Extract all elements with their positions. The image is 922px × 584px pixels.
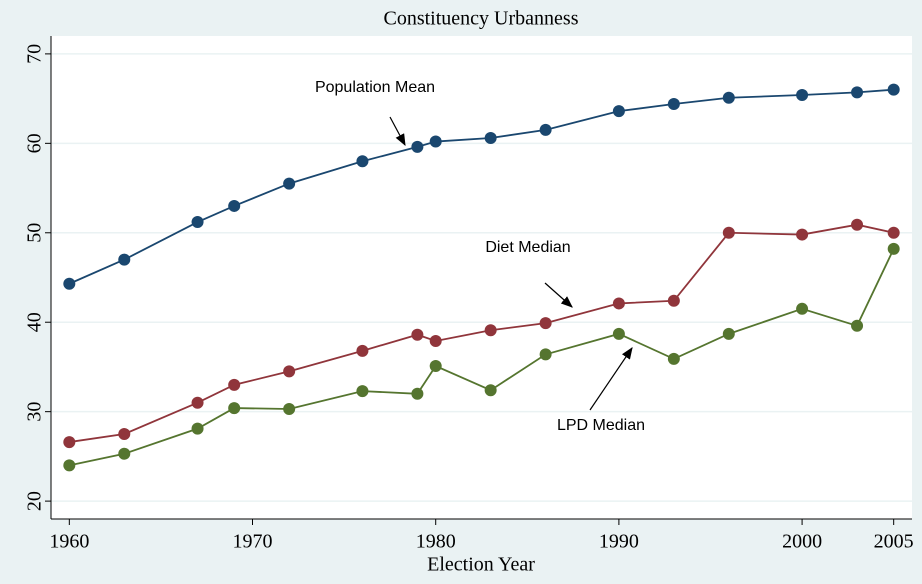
plot-area: [51, 36, 912, 519]
data-point: [63, 459, 76, 472]
data-point: [851, 218, 864, 231]
chart-title: Constituency Urbanness: [384, 8, 579, 30]
data-point: [63, 436, 76, 449]
data-point: [612, 327, 625, 340]
data-point: [722, 327, 735, 340]
data-point: [887, 226, 900, 239]
data-point: [796, 302, 809, 315]
data-point: [539, 123, 552, 136]
data-point: [484, 384, 497, 397]
data-point: [283, 365, 296, 378]
annotation: Diet Median: [485, 239, 570, 256]
annotation-arrow: [389, 116, 406, 147]
data-point: [484, 131, 497, 144]
data-point: [191, 216, 204, 229]
annotation-arrow: [589, 347, 633, 411]
data-point: [851, 86, 864, 99]
data-point: [356, 344, 369, 357]
data-point: [612, 297, 625, 310]
x-axis-label: Election Year: [427, 554, 535, 576]
y-tick-label: 20: [24, 491, 46, 511]
y-tick-label: 60: [24, 133, 46, 153]
data-point: [191, 396, 204, 409]
data-point: [667, 294, 680, 307]
data-point: [484, 324, 497, 337]
x-tick-label: 1960: [49, 531, 89, 553]
data-point: [722, 91, 735, 104]
data-point: [411, 387, 424, 400]
data-point: [191, 422, 204, 435]
data-point: [63, 277, 76, 290]
x-tick-label: 1980: [416, 531, 456, 553]
data-point: [722, 226, 735, 239]
annotation: LPD Median: [557, 417, 645, 434]
data-point: [429, 135, 442, 148]
series-line: [69, 248, 895, 467]
x-tick-label: 1970: [233, 531, 273, 553]
x-tick-label: 1990: [599, 531, 639, 553]
data-point: [667, 352, 680, 365]
series-line: [68, 88, 894, 285]
x-tick-label: 2000: [782, 531, 822, 553]
series-line: [69, 223, 894, 443]
y-tick-label: 30: [24, 402, 46, 422]
data-point: [411, 328, 424, 341]
x-tick-label: 2005: [874, 531, 914, 553]
data-point: [887, 83, 900, 96]
y-tick-label: 50: [24, 223, 46, 243]
annotation: Population Mean: [315, 79, 435, 96]
data-point: [851, 319, 864, 332]
data-point: [887, 242, 900, 255]
y-tick-label: 70: [24, 44, 46, 64]
data-point: [356, 385, 369, 398]
annotation-arrow: [544, 282, 573, 308]
data-point: [356, 155, 369, 168]
data-point: [118, 428, 131, 441]
data-point: [667, 97, 680, 110]
data-point: [796, 228, 809, 241]
data-point: [612, 105, 625, 118]
data-point: [539, 348, 552, 361]
data-point: [118, 253, 131, 266]
data-point: [796, 89, 809, 102]
data-point: [228, 402, 241, 415]
data-point: [283, 177, 296, 190]
data-point: [228, 378, 241, 391]
data-point: [429, 335, 442, 348]
data-point: [228, 199, 241, 212]
data-point: [283, 402, 296, 415]
data-point: [539, 317, 552, 330]
y-tick-label: 40: [24, 312, 46, 332]
data-point: [429, 360, 442, 373]
data-point: [411, 140, 424, 153]
data-point: [118, 447, 131, 460]
